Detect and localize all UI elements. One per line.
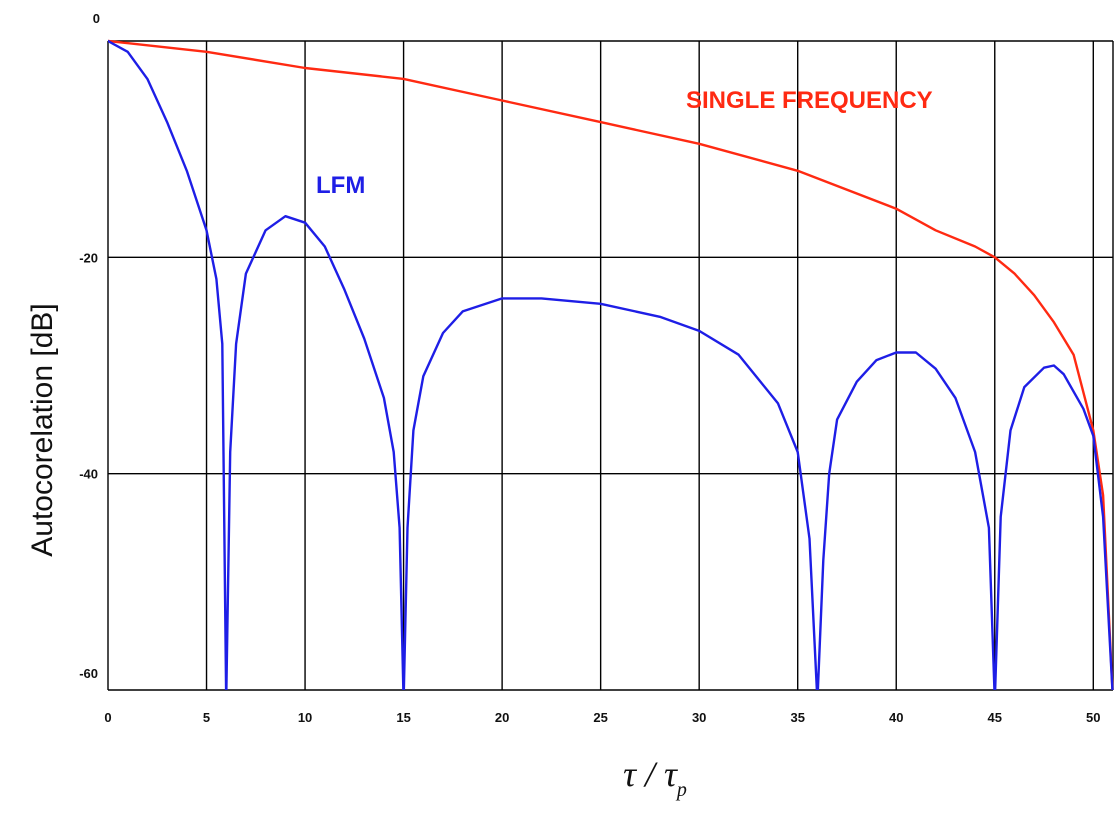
x-tick-45: 45 [988, 710, 1002, 725]
y-axis-label: Autocorelation [dB] [26, 303, 59, 557]
x-tick-5: 5 [203, 710, 210, 725]
x-tick-labels: 0 5 10 15 20 25 30 35 40 45 50 [104, 710, 1100, 725]
x-tick-0: 0 [104, 710, 111, 725]
x-tick-35: 35 [790, 710, 804, 725]
x-tick-20: 20 [495, 710, 509, 725]
x-tick-25: 25 [593, 710, 607, 725]
y-tick--20: -20 [79, 250, 98, 265]
grid-lines [107, 40, 1114, 691]
x-tick-40: 40 [889, 710, 903, 725]
x-tick-15: 15 [396, 710, 410, 725]
plot-area [108, 39, 1114, 690]
series-line-single-frequency [108, 39, 1114, 690]
y-tick--60: -60 [79, 666, 98, 681]
y-tick-labels: 0 -20 -40 -60 [79, 11, 100, 681]
y-tick--40: -40 [79, 467, 98, 482]
series-label-single-frequency: SINGLE FREQUENCY [686, 87, 933, 114]
x-tick-50: 50 [1086, 710, 1100, 725]
series-line-lfm [108, 39, 1114, 690]
x-axis-label: τ / τp [623, 754, 687, 801]
x-tick-30: 30 [692, 710, 706, 725]
x-axis-label-base: τ / τ [623, 754, 678, 794]
x-axis-label-subscript: p [675, 779, 687, 801]
series-label-lfm: LFM [316, 172, 365, 199]
x-tick-10: 10 [298, 710, 312, 725]
y-tick-0: 0 [93, 11, 100, 26]
